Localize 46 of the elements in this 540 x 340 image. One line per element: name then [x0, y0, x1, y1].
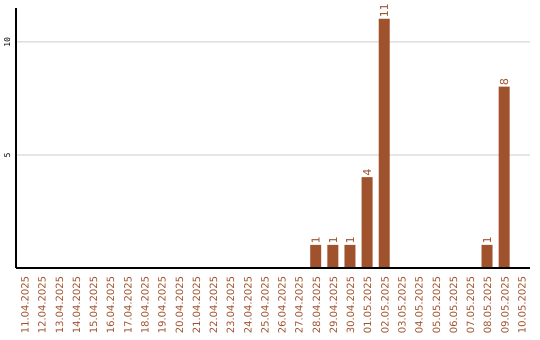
- x-tick-label: 15.04.2025: [89, 276, 100, 334]
- x-tick-label: 20.04.2025: [174, 276, 186, 334]
- x-tick-label: 24.04.2025: [243, 276, 254, 334]
- bar: [310, 244, 322, 268]
- x-tick-label: 30.04.2025: [346, 276, 358, 334]
- bar: [378, 18, 390, 268]
- bar: [362, 177, 373, 268]
- x-tick-label: 12.04.2025: [38, 276, 49, 334]
- data-label: 8: [498, 78, 512, 86]
- x-tick-label: 28.04.2025: [312, 276, 323, 334]
- x-tick-label: 06.05.2025: [448, 276, 460, 334]
- x-tick-label: 03.05.2025: [398, 276, 408, 334]
- x-tick-label: 26.04.2025: [278, 276, 289, 334]
- x-tick-label: 09.05.2025: [500, 276, 512, 334]
- data-label: 1: [344, 236, 357, 244]
- x-tick-label: 08.05.2025: [483, 276, 494, 334]
- x-tick-label: 17.04.2025: [123, 276, 134, 334]
- x-tick-label: 16.04.2025: [106, 276, 118, 334]
- x-tick-label: 27.04.2025: [294, 276, 306, 334]
- bar: [498, 86, 510, 268]
- x-tick-label: 04.05.2025: [414, 276, 426, 334]
- x-tick-label: 19.04.2025: [158, 276, 169, 334]
- bar: [327, 244, 338, 268]
- x-tick-label: 10.05.2025: [517, 276, 528, 334]
- data-label: 11: [378, 3, 392, 18]
- y-tick-label: 5: [3, 152, 12, 158]
- x-tick-label: 05.05.2025: [432, 276, 443, 334]
- data-label: 4: [361, 168, 374, 176]
- x-tick-label: 11.04.2025: [20, 276, 32, 334]
- x-tick-label: 25.04.2025: [260, 276, 272, 334]
- data-label: 1: [310, 236, 323, 244]
- x-tick-label: 07.05.2025: [466, 276, 478, 334]
- x-tick-label: 13.04.2025: [54, 276, 66, 334]
- y-tick-label: 10: [3, 36, 12, 47]
- x-tick-label: 21.04.2025: [192, 276, 203, 334]
- x-tick-label: 29.04.2025: [328, 276, 340, 334]
- bar: [482, 244, 493, 268]
- bar: [344, 244, 356, 268]
- data-label: 1: [481, 236, 494, 244]
- data-label: 1: [326, 236, 340, 244]
- x-tick-label: 18.04.2025: [140, 276, 152, 334]
- x-tick-label: 01.05.2025: [363, 276, 374, 334]
- x-tick-label: 14.04.2025: [72, 276, 83, 334]
- x-tick-label: 23.04.2025: [226, 276, 238, 334]
- x-tick-label: 22.04.2025: [209, 276, 220, 334]
- x-tick-label: 02.05.2025: [380, 276, 392, 334]
